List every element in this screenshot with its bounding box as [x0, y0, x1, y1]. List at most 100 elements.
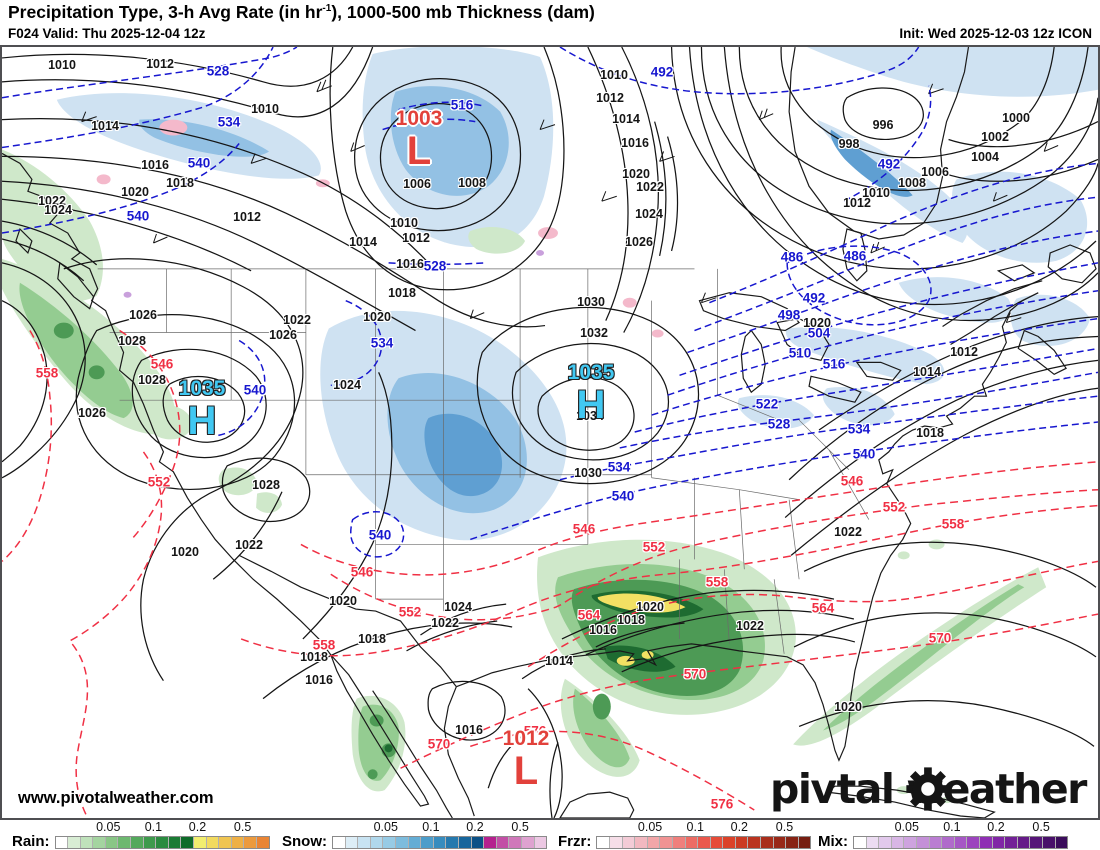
legend-color-cell: [244, 837, 257, 848]
thickness-contours-warm: [2, 329, 1098, 817]
legend-color-cell: [206, 837, 220, 848]
legend-color-cell: [735, 837, 749, 848]
legend-color-cell: [622, 837, 636, 848]
valid-time-label: F024 Valid: Thu 2025-12-04 12z: [8, 26, 206, 41]
legend-color-cell: [55, 837, 69, 848]
legend-color-cell: [685, 837, 699, 848]
legend-colorbar: [54, 836, 270, 849]
legend-color-cell: [408, 837, 422, 848]
legend-tick: 0.05: [637, 820, 663, 834]
legend-group-rain: Rain: 0.05 0.1 0.2 0.5: [12, 820, 270, 850]
legend-color-cell: [891, 837, 905, 848]
legend-group-mix: Mix: 0.05 0.1 0.2 0.5: [818, 820, 1068, 850]
legend-color-cell: [446, 837, 459, 848]
legend-tick: 0.2: [188, 820, 207, 834]
legend-color-cell: [521, 837, 535, 848]
title-suffix: ), 1000-500 mb Thickness (dam): [331, 2, 595, 22]
legend-ticks: 0.05 0.1 0.2 0.5: [596, 820, 811, 835]
legend-color-cell: [798, 837, 811, 848]
legend-color-cell: [748, 837, 762, 848]
legend-color-cell: [992, 837, 1006, 848]
legend-color-cell: [383, 837, 396, 848]
legend-color-cell: [156, 837, 169, 848]
legend-color-cell: [471, 837, 485, 848]
legend-color-cell: [647, 837, 661, 848]
watermark-url: www.pivotalweather.com: [18, 789, 214, 807]
legend-tick: 0.05: [373, 820, 398, 834]
legend-color-cell: [68, 837, 81, 848]
legend-tick: 0.2: [466, 820, 484, 834]
title-superscript: -1: [322, 3, 332, 15]
legend-ticks: 0.05 0.1 0.2 0.5: [332, 820, 547, 835]
legend-color-cell: [1005, 837, 1018, 848]
wind-barbs: [81, 79, 1059, 324]
legend-tick: 0.2: [730, 820, 749, 834]
legend-color-cell: [231, 837, 245, 848]
legend-colorbar: [332, 836, 547, 849]
legend-color-cell: [421, 837, 434, 848]
mix-shading: [123, 249, 545, 298]
legend-color-cell: [80, 837, 94, 848]
legend-color-cell: [635, 837, 648, 848]
legend-scale: 0.05 0.1 0.2 0.5: [332, 820, 547, 850]
legend-color-cell: [942, 837, 955, 848]
legend-color-cell: [954, 837, 968, 848]
legend-color-cell: [879, 837, 892, 848]
legend-color-cell: [854, 837, 867, 848]
legend-label: Frzr:: [558, 833, 592, 850]
legend-color-cell: [118, 837, 132, 848]
legend-color-cell: [866, 837, 880, 848]
legend-color-cell: [660, 837, 673, 848]
legend-label: Rain:: [12, 833, 50, 850]
legend-color-cell: [1042, 837, 1056, 848]
legend-color-cell: [773, 837, 787, 848]
snow-shading-heavy: [424, 129, 913, 497]
legend-scale: 0.05 0.1 0.2 0.5: [853, 820, 1068, 850]
legend-tick: 0.05: [894, 820, 919, 834]
page-title: Precipitation Type, 3-h Avg Rate (in hr-…: [8, 2, 595, 23]
legend-color-cell: [509, 837, 522, 848]
legend-color-cell: [433, 837, 447, 848]
legend-group-snow: Snow: 0.05 0.1 0.2 0.5: [282, 820, 547, 850]
legend-color-cell: [534, 837, 547, 848]
legend-tick: 0.5: [511, 820, 529, 834]
legend-color-cell: [345, 837, 359, 848]
legend-scale: 0.05 0.1 0.2 0.5: [54, 820, 270, 850]
legend-tick: 0.1: [422, 820, 440, 834]
legend-color-cell: [194, 837, 207, 848]
legend-tick: 0.2: [987, 820, 1005, 834]
legend-tick: 0.1: [943, 820, 961, 834]
legend-color-cell: [698, 837, 711, 848]
legend-color-cell: [1030, 837, 1043, 848]
legend-color-cell: [916, 837, 930, 848]
logo-text-prefix: piv: [770, 765, 837, 813]
legend-ticks: 0.05 0.1 0.2 0.5: [853, 820, 1068, 835]
legend-color-cell: [168, 837, 182, 848]
legend-tick: 0.1: [686, 820, 704, 834]
title-prefix: Precipitation Type, 3-h Avg Rate (in hr: [8, 2, 323, 22]
legend-tick: 0.5: [233, 820, 252, 834]
legend-color-cell: [723, 837, 736, 848]
legend-color-cell: [93, 837, 106, 848]
time-row: F024 Valid: Thu 2025-12-04 12z Init: Wed…: [8, 26, 1092, 41]
legend-color-cell: [967, 837, 980, 848]
legend-tick: 0.1: [144, 820, 163, 834]
legend-color-cell: [131, 837, 144, 848]
legend-label: Snow:: [282, 833, 327, 850]
legend-color-cell: [904, 837, 917, 848]
heavy-rain-core: [597, 593, 686, 666]
legend-color-cell: [333, 837, 346, 848]
legend-colorbar: [596, 836, 812, 849]
init-time-label: Init: Wed 2025-12-03 12z ICON: [899, 26, 1092, 41]
legend-color-cell: [257, 837, 269, 848]
thickness-contours-cold: [2, 47, 1098, 558]
legend-tick: 0.5: [1032, 820, 1050, 834]
legend-color-cell: [786, 837, 799, 848]
weather-map-svg: [2, 47, 1098, 818]
coastlines: [2, 47, 1097, 818]
legend-color-cell: [395, 837, 409, 848]
legend-color-cell: [458, 837, 472, 848]
legend-ticks: 0.05 0.1 0.2 0.5: [55, 820, 270, 835]
legend-color-cell: [761, 837, 774, 848]
legend-color-cell: [219, 837, 232, 848]
